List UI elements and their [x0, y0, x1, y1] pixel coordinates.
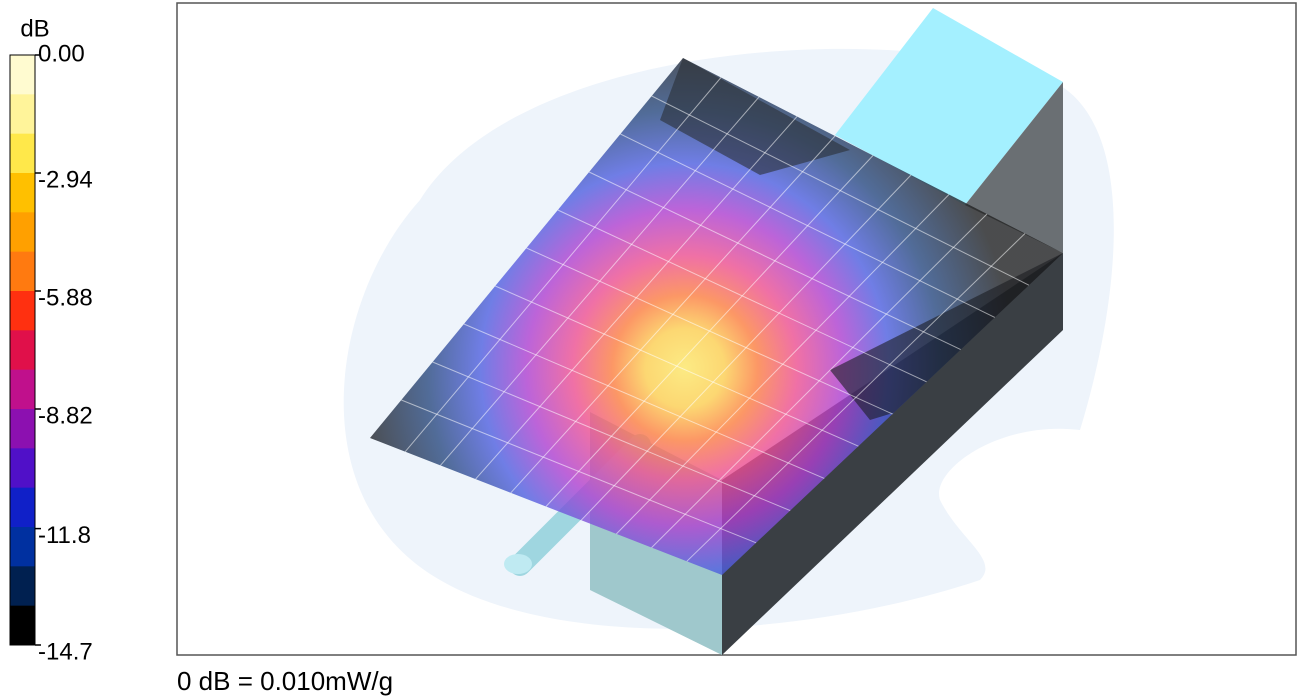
grid-line	[686, 233, 1026, 562]
colorbar-swatch	[10, 133, 35, 174]
colorbar-swatch	[10, 527, 35, 567]
colorbar-frame	[9, 54, 36, 646]
colorbar-swatch	[10, 566, 35, 607]
grid-line	[432, 361, 791, 512]
colorbar-unit: dB	[20, 15, 49, 42]
grid-line	[463, 323, 825, 479]
colorbar-swatch	[10, 94, 35, 135]
colorbar-swatch	[10, 173, 35, 213]
colorbar-tick-label: -2.94	[38, 166, 93, 193]
sar-low	[830, 253, 1063, 420]
colorbar-swatch	[10, 409, 35, 449]
colorbar-swatch	[10, 487, 35, 528]
colorbar-swatch	[10, 448, 35, 489]
plot	[176, 2, 1297, 656]
box-side	[722, 253, 1063, 655]
colorbar-tick-label: -5.88	[38, 284, 93, 311]
colorbar-swatch	[10, 291, 35, 331]
grid-line	[616, 194, 950, 535]
colorbar-swatch	[10, 212, 35, 253]
colorbar-tick-label: -8.82	[38, 402, 93, 429]
plane-grid	[401, 77, 1030, 562]
sar-low	[660, 58, 850, 175]
colorbar-tick-label: -14.7	[38, 638, 93, 665]
block-side	[965, 82, 1063, 253]
grid-line	[651, 213, 988, 548]
grid-line	[401, 399, 757, 544]
colorbar-swatch	[10, 55, 35, 95]
colorbar-swatch	[10, 369, 35, 410]
colorbar: dB 0.00 -2.94 -5.88 -8.82 -11.8 -14.7	[9, 15, 93, 665]
colorbar-swatch	[10, 251, 35, 292]
cyan-block	[835, 8, 1063, 205]
colorbar-tick-label: -11.8	[38, 522, 91, 549]
grid-line	[494, 285, 859, 447]
grid-line	[580, 174, 912, 521]
colorbar-tick-label: 0.00	[38, 40, 85, 67]
probe-tip	[504, 554, 532, 574]
grid-line	[526, 247, 893, 415]
colorbar-swatch	[10, 330, 35, 371]
colorbar-swatch	[10, 605, 35, 646]
footnote: 0 dB = 0.010mW/g	[177, 666, 393, 696]
